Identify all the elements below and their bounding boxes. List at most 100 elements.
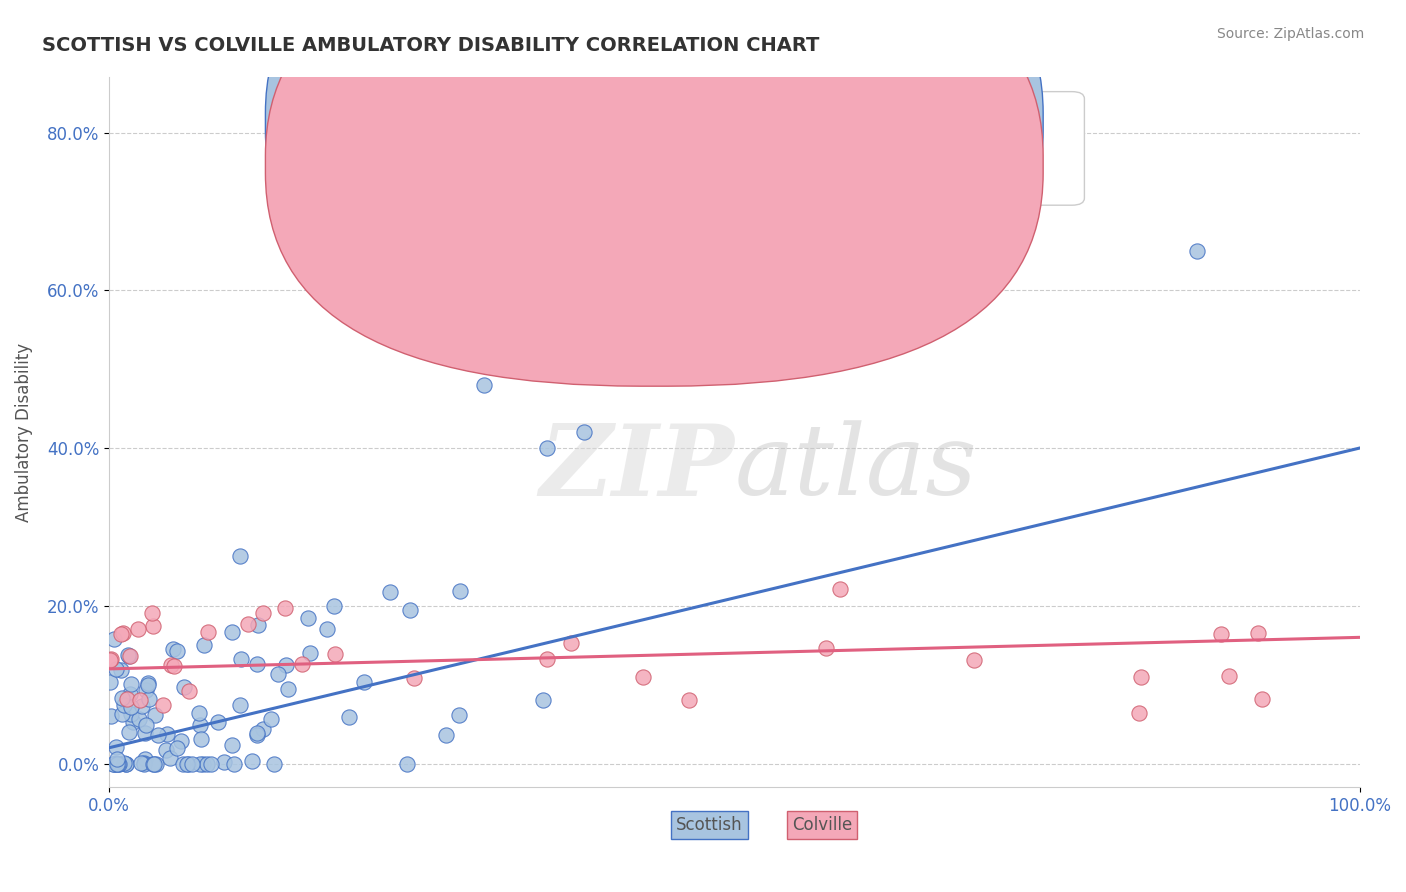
Point xyxy=(531,692,554,706)
Point xyxy=(103,632,125,646)
Point xyxy=(378,585,401,599)
Point xyxy=(633,669,655,683)
Point xyxy=(132,756,155,771)
Point xyxy=(190,732,212,747)
Point xyxy=(240,754,263,768)
Point xyxy=(1209,627,1232,641)
Point xyxy=(316,622,339,636)
Point xyxy=(252,722,274,736)
Point xyxy=(274,600,297,615)
Point xyxy=(155,743,177,757)
Point xyxy=(1185,244,1208,258)
Point xyxy=(108,756,131,771)
Point xyxy=(277,681,299,696)
Point xyxy=(221,625,243,640)
Point xyxy=(138,678,160,692)
Point xyxy=(1250,692,1272,706)
Point xyxy=(195,756,218,771)
Point xyxy=(111,625,134,640)
Point xyxy=(337,710,360,724)
Point xyxy=(221,738,243,752)
Point xyxy=(963,653,986,667)
Point xyxy=(138,676,160,690)
Point xyxy=(447,707,470,722)
Point xyxy=(110,627,132,641)
FancyBboxPatch shape xyxy=(266,0,1043,386)
Text: SCOTTISH VS COLVILLE AMBULATORY DISABILITY CORRELATION CHART: SCOTTISH VS COLVILLE AMBULATORY DISABILI… xyxy=(42,36,820,54)
Point xyxy=(163,659,186,673)
Point xyxy=(156,726,179,740)
Point xyxy=(404,671,426,685)
Point xyxy=(112,698,135,712)
Point xyxy=(160,658,183,673)
Point xyxy=(180,756,202,771)
Point xyxy=(200,756,222,771)
Point xyxy=(111,691,134,706)
Point xyxy=(434,728,457,742)
Point xyxy=(152,698,174,713)
Point xyxy=(170,734,193,748)
Point xyxy=(117,648,139,662)
Point xyxy=(197,625,219,640)
Point xyxy=(127,622,149,636)
Point xyxy=(299,646,322,660)
Point xyxy=(297,611,319,625)
Point xyxy=(110,663,132,677)
Point xyxy=(166,644,188,658)
Point xyxy=(120,706,142,721)
Point xyxy=(238,616,260,631)
Point xyxy=(260,712,283,726)
FancyBboxPatch shape xyxy=(621,92,1084,205)
Text: R = 0.557    N = 101: R = 0.557 N = 101 xyxy=(659,120,877,138)
Point xyxy=(118,687,141,701)
Point xyxy=(173,681,195,695)
Point xyxy=(177,756,200,771)
Point xyxy=(399,603,422,617)
Point xyxy=(187,706,209,720)
Point xyxy=(472,378,495,392)
Point xyxy=(118,649,141,664)
Point xyxy=(176,756,198,771)
Point xyxy=(263,756,285,771)
Point xyxy=(120,677,142,691)
Text: Source: ZipAtlas.com: Source: ZipAtlas.com xyxy=(1216,27,1364,41)
Point xyxy=(290,657,312,671)
Point xyxy=(353,674,375,689)
Point xyxy=(661,318,683,333)
Point xyxy=(678,692,700,706)
Point xyxy=(828,582,851,596)
Point xyxy=(141,607,163,621)
Point xyxy=(122,715,145,730)
Point xyxy=(207,715,229,730)
Point xyxy=(138,692,160,706)
Point xyxy=(229,698,252,713)
Point xyxy=(129,756,152,771)
Point xyxy=(145,756,167,771)
Point xyxy=(131,698,153,713)
Point xyxy=(128,712,150,726)
Point xyxy=(105,752,128,766)
Point xyxy=(135,683,157,698)
FancyBboxPatch shape xyxy=(266,0,1043,343)
Point xyxy=(1129,670,1152,684)
Point xyxy=(98,674,121,689)
Point xyxy=(323,647,346,661)
Point xyxy=(142,756,165,771)
Point xyxy=(100,651,122,665)
Point xyxy=(172,756,194,771)
Point xyxy=(1218,669,1240,683)
Point xyxy=(323,599,346,613)
Point xyxy=(252,606,274,620)
Point xyxy=(98,653,121,667)
Point xyxy=(101,756,124,771)
Point xyxy=(115,756,138,771)
Point xyxy=(247,617,270,632)
Point xyxy=(132,756,155,770)
Point xyxy=(214,755,236,769)
Text: Colville: Colville xyxy=(792,816,852,834)
Point xyxy=(111,707,134,722)
Point xyxy=(103,756,125,771)
Point xyxy=(120,700,142,714)
Text: Scottish: Scottish xyxy=(676,816,742,834)
Point xyxy=(107,756,129,771)
